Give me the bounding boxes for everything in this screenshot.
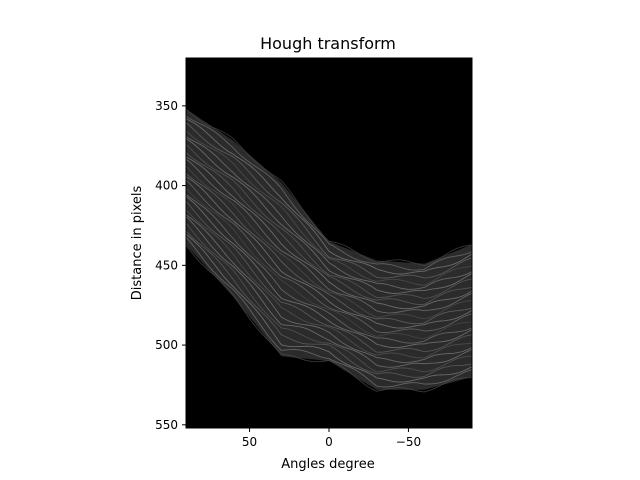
hough-curve [185, 187, 473, 340]
hough-curve [185, 214, 473, 364]
hough-curve [185, 236, 473, 388]
hough-curve [185, 209, 473, 359]
hough-curve [185, 138, 473, 294]
y-axis-ticks: 350 400 450 500 550 [155, 99, 186, 432]
hough-curve [185, 108, 473, 267]
x-tick-label: 50 [242, 435, 257, 449]
hough-curve [185, 196, 473, 349]
hough-curve [185, 176, 473, 329]
hough-curve [185, 152, 473, 305]
x-axis-label: Angles degree [281, 457, 374, 472]
hough-curve [185, 118, 473, 275]
hough-curve [185, 230, 473, 378]
x-axis-ticks: 50 0 −50 [242, 428, 421, 449]
hough-curve [185, 233, 473, 383]
y-axis-label: Distance in pixels [130, 186, 145, 301]
hough-curve [185, 158, 473, 314]
hough-curve [185, 122, 473, 279]
hough-curve [185, 194, 473, 344]
hough-curve [185, 179, 473, 333]
hough-curve [185, 136, 473, 290]
hough-curve [185, 143, 473, 300]
hough-curve [185, 244, 473, 393]
y-tick-label: 500 [155, 338, 178, 352]
hough-curve [185, 165, 473, 320]
x-tick-label: −50 [396, 435, 421, 449]
chart-title: Hough transform [260, 34, 396, 53]
plot-area [185, 57, 473, 429]
hough-curve [185, 201, 473, 353]
hough-band [186, 109, 472, 390]
hough-band-fill [186, 109, 472, 390]
hough-curve [185, 222, 473, 373]
y-tick-label: 350 [155, 99, 178, 113]
y-tick-label: 550 [155, 418, 178, 432]
hough-curve [185, 216, 473, 368]
hough-curves [185, 108, 473, 393]
hough-curve [185, 156, 473, 310]
hough-curve [185, 173, 473, 325]
x-tick-label: 0 [325, 435, 333, 449]
y-tick-label: 450 [155, 258, 178, 272]
hough-curve [185, 116, 473, 271]
hough-curve [185, 130, 473, 286]
y-tick-label: 400 [155, 179, 178, 193]
